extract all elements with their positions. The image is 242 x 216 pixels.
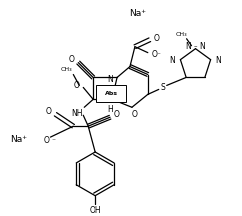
Text: O⁻: O⁻ (152, 50, 162, 59)
Text: H: H (107, 105, 113, 114)
Text: N: N (200, 42, 205, 51)
Text: NH: NH (72, 109, 83, 118)
Text: S: S (160, 83, 165, 92)
Text: Na⁺: Na⁺ (10, 135, 27, 144)
Text: ⁻: ⁻ (52, 137, 55, 146)
Text: O: O (44, 136, 49, 145)
Text: CH₃: CH₃ (60, 67, 72, 72)
Text: O: O (68, 55, 74, 64)
Text: –: – (194, 44, 197, 50)
Text: O: O (73, 81, 79, 90)
Text: N: N (170, 56, 175, 65)
Text: Abs: Abs (105, 91, 118, 96)
Text: N: N (216, 56, 221, 65)
Text: N: N (186, 42, 191, 51)
Text: OH: OH (89, 206, 101, 215)
Text: O: O (45, 107, 51, 116)
Text: Na⁺: Na⁺ (129, 10, 146, 18)
Text: O: O (114, 110, 120, 119)
FancyBboxPatch shape (96, 85, 127, 102)
Text: O: O (132, 110, 138, 119)
Text: CH₃: CH₃ (176, 32, 187, 37)
Text: N: N (107, 75, 113, 84)
Text: O: O (154, 34, 160, 43)
